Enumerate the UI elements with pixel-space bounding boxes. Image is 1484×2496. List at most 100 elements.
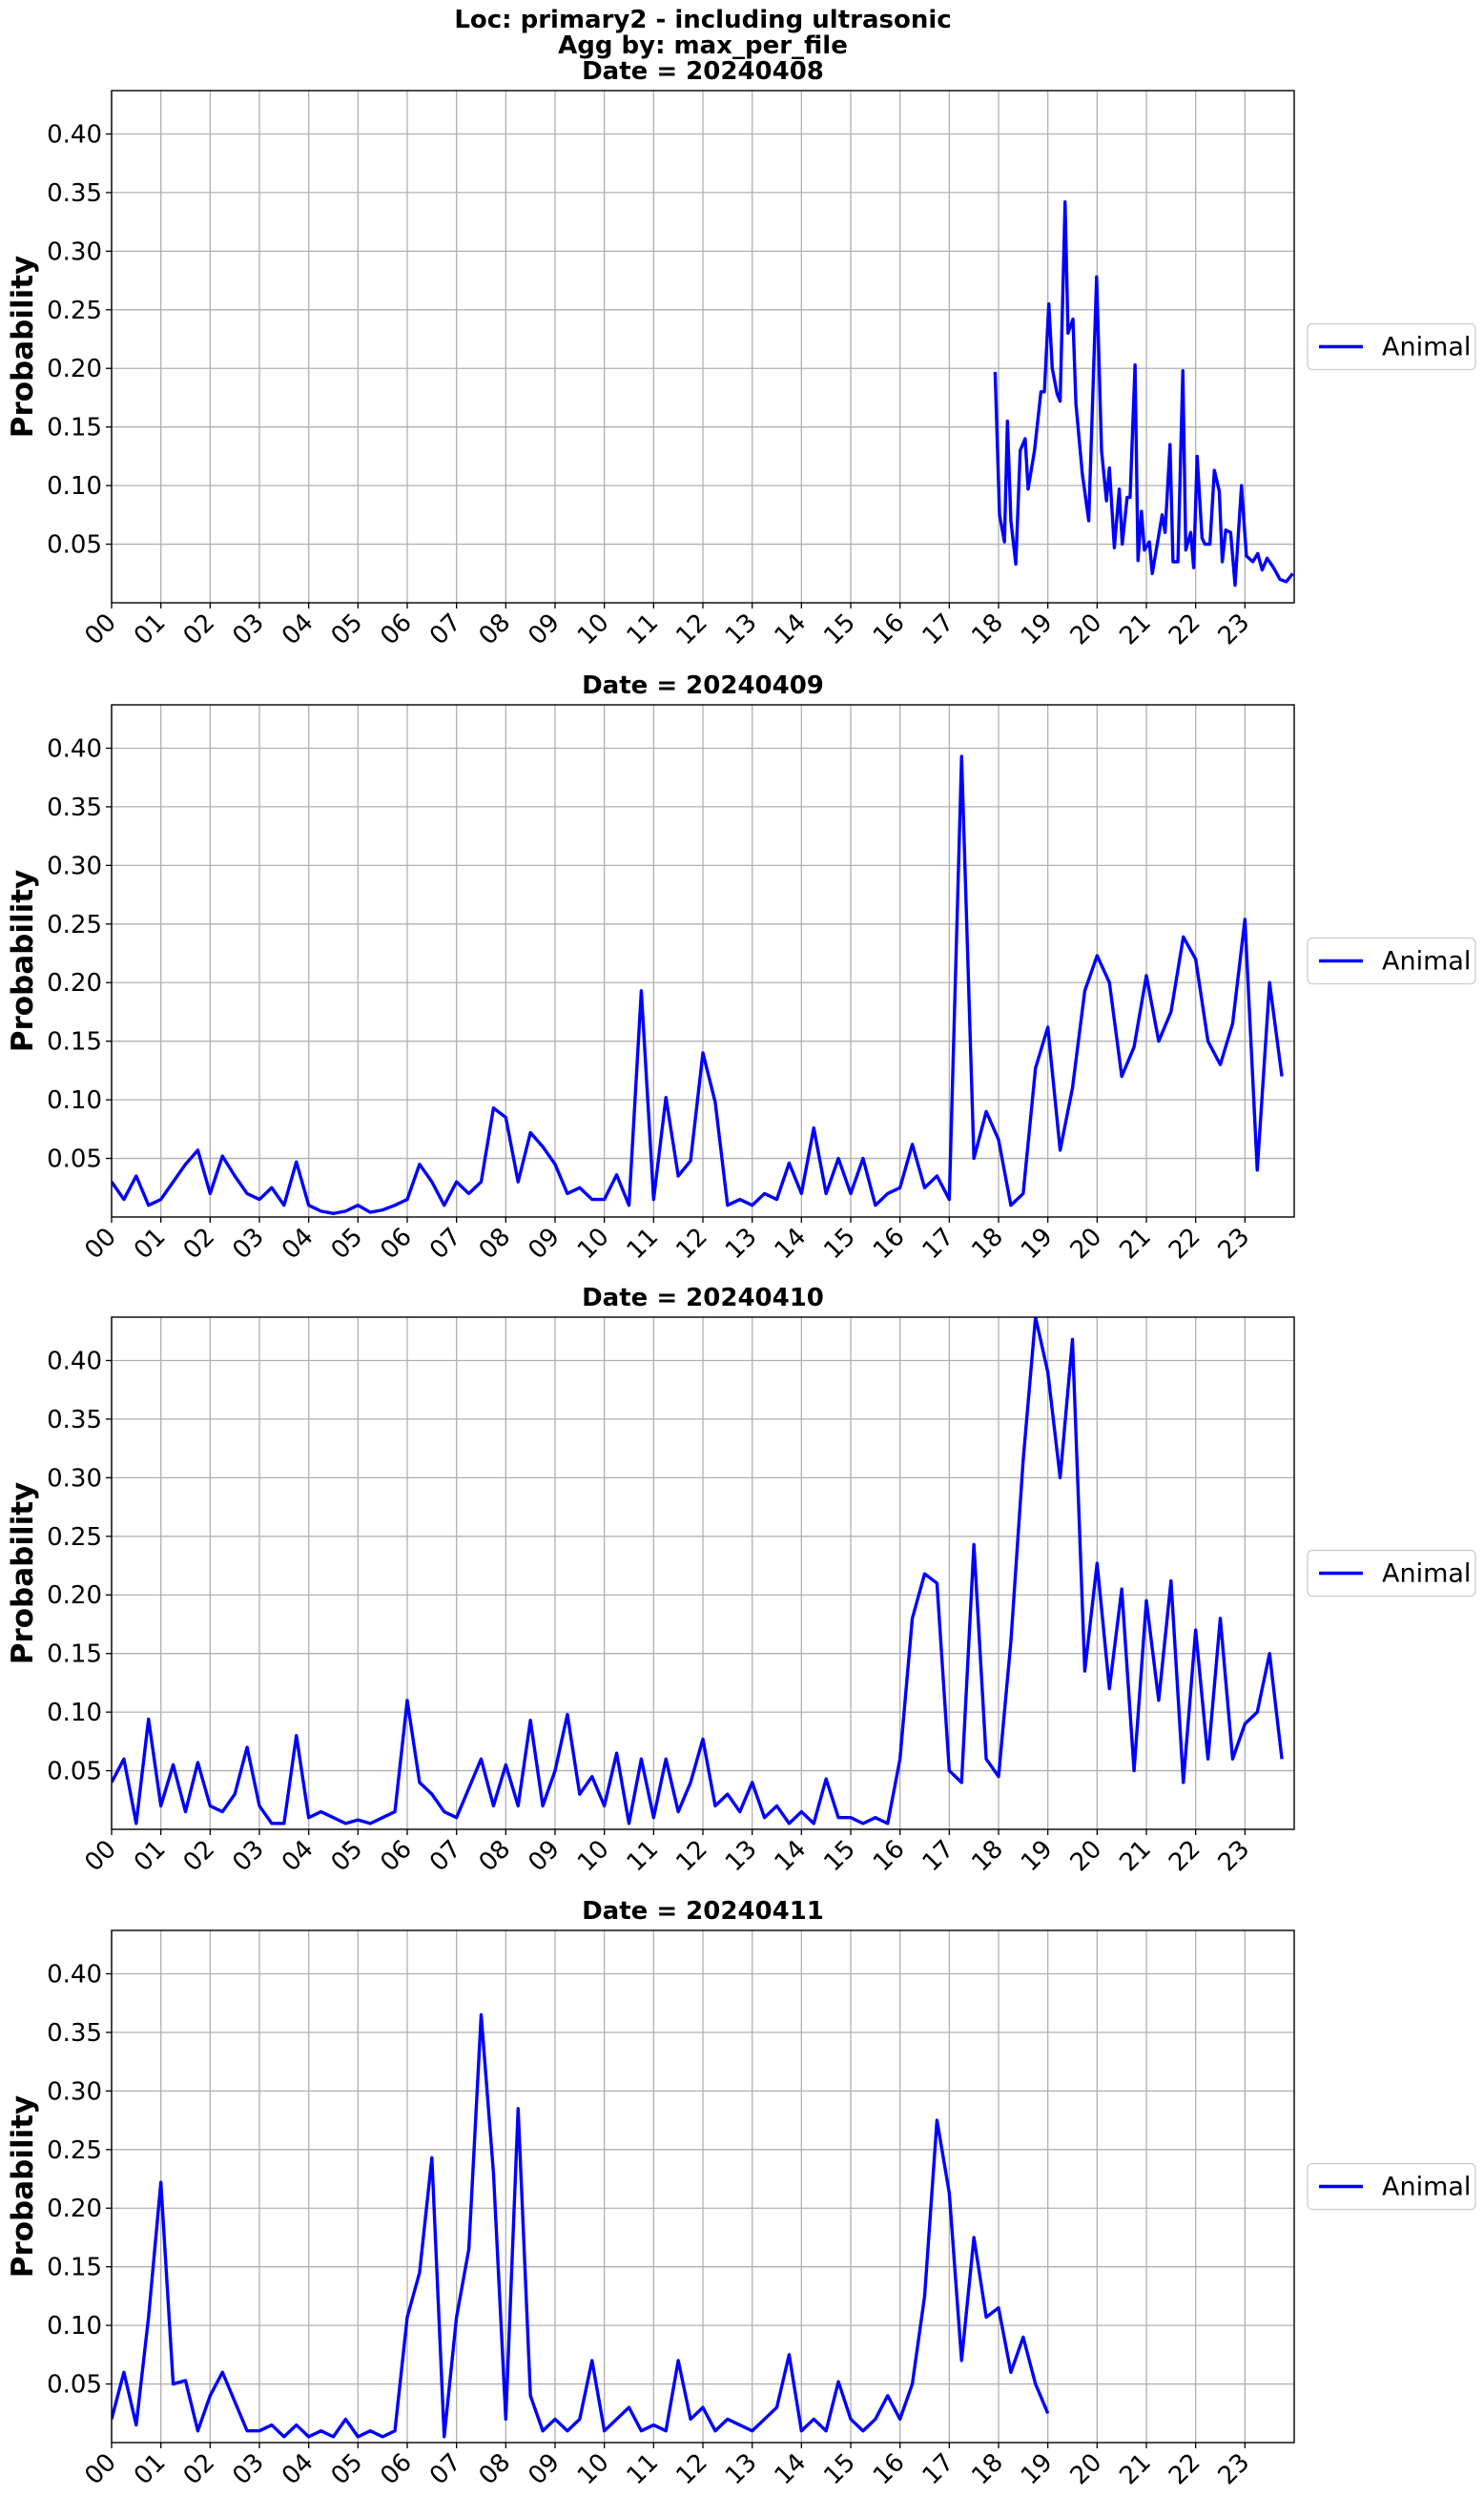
y-tick-label: 0.25 [47,911,102,939]
x-tick-label: 12 [670,1835,713,1878]
y-tick-label: 0.30 [47,1464,102,1493]
legend-label: Animal [1382,1559,1471,1589]
y-tick-label: 0.20 [47,2195,102,2223]
x-tick-label: 19 [1016,1835,1059,1878]
x-tick-label: 00 [79,1835,122,1878]
y-axis-label: Probability [6,1482,40,1665]
x-tick-label: 17 [917,1223,960,1266]
y-tick-label: 0.35 [47,2019,102,2048]
x-tick-label: 11 [622,1223,665,1266]
x-tick-label: 21 [1114,1835,1157,1878]
x-tick-label: 12 [670,2448,713,2491]
x-tick-label: 14 [770,1223,813,1266]
x-tick-label: 03 [227,2448,270,2491]
x-tick-label: 23 [1213,2448,1256,2491]
y-tick-label: 0.10 [47,1086,102,1115]
x-tick-label: 16 [868,2448,911,2491]
x-tick-label: 18 [966,609,1009,651]
x-tick-label: 13 [720,1835,763,1878]
x-tick-label: 19 [1016,1223,1059,1266]
plot-frame [111,1316,1295,1830]
x-tick-label: 23 [1213,609,1256,651]
y-tick-label: 0.15 [47,1028,102,1057]
plot-frame [111,90,1295,604]
x-tick-label: 07 [424,1835,467,1878]
y-tick-label: 0.15 [47,2254,102,2282]
x-tick-label: 22 [1164,1223,1206,1266]
x-tick-label: 07 [424,1223,467,1266]
y-tick-label: 0.35 [47,794,102,822]
y-tick-label: 0.15 [47,414,102,443]
x-tick-label: 05 [326,609,369,651]
x-tick-label: 17 [917,1835,960,1878]
x-tick-label: 06 [375,609,418,651]
y-tick-label: 0.40 [47,1960,102,1989]
x-tick-label: 06 [375,1835,418,1878]
x-tick-label: 08 [474,609,517,651]
x-tick-label: 07 [424,2448,467,2491]
plot-frame [111,704,1295,1218]
x-tick-label: 01 [129,609,172,651]
x-tick-label: 22 [1164,2448,1206,2491]
x-tick-label: 09 [523,2448,566,2491]
y-tick-label: 0.05 [47,2371,102,2400]
legend-box [1307,2162,1476,2211]
x-tick-label: 19 [1016,609,1059,651]
x-tick-label: 02 [178,1223,221,1266]
x-tick-label: 19 [1016,2448,1059,2491]
x-tick-label: 16 [868,1835,911,1878]
y-tick-label: 0.05 [47,1758,102,1786]
x-tick-label: 02 [178,1835,221,1878]
x-tick-label: 01 [129,2448,172,2491]
data-line [993,200,1294,588]
x-tick-label: 22 [1164,609,1206,651]
y-tick-label: 0.30 [47,237,102,266]
x-tick-label: 18 [966,1835,1009,1878]
x-tick-label: 11 [622,2448,665,2491]
x-tick-label: 14 [770,609,813,651]
x-tick-label: 09 [523,1223,566,1266]
x-tick-label: 06 [375,2448,418,2491]
x-tick-label: 01 [129,1223,172,1266]
x-tick-label: 11 [622,1835,665,1878]
x-tick-label: 23 [1213,1835,1256,1878]
y-axis-label: Probability [6,2095,40,2279]
x-tick-label: 00 [79,1223,122,1266]
suptitle: Loc: primary2 - including ultrasonic [454,6,951,34]
x-tick-label: 00 [79,609,122,651]
x-tick-label: 13 [720,2448,763,2491]
x-tick-label: 04 [277,2448,319,2491]
x-tick-label: 10 [572,1223,615,1266]
x-tick-label: 05 [326,1223,369,1266]
data-line [112,1317,1284,1826]
x-tick-label: 00 [79,2448,122,2491]
suptitle: Agg by: max_per_file [558,31,848,60]
x-tick-label: 12 [670,609,713,651]
x-tick-label: 17 [917,609,960,651]
legend: Animal [1307,1549,1476,1598]
y-tick-label: 0.20 [47,355,102,383]
legend: Animal [1307,322,1476,371]
y-tick-label: 0.20 [47,969,102,998]
x-tick-label: 10 [572,609,615,651]
x-tick-label: 13 [720,609,763,651]
y-tick-label: 0.10 [47,1699,102,1727]
x-tick-label: 02 [178,2448,221,2491]
y-tick-label: 0.30 [47,2077,102,2106]
x-tick-label: 05 [326,2448,369,2491]
x-tick-label: 18 [966,1223,1009,1266]
x-tick-label: 03 [227,609,270,651]
plot-frame [111,1929,1295,2444]
x-tick-label: 21 [1114,2448,1157,2491]
chart-title: Date = 20240408 [582,57,824,86]
x-tick-label: 01 [129,1835,172,1878]
y-tick-label: 0.35 [47,179,102,208]
x-tick-label: 18 [966,2448,1009,2491]
x-tick-label: 09 [523,609,566,651]
data-line [112,2012,1050,2439]
legend: Animal [1307,2162,1476,2211]
legend-box [1307,1549,1476,1598]
y-tick-label: 0.40 [47,120,102,149]
x-tick-label: 08 [474,1223,517,1266]
